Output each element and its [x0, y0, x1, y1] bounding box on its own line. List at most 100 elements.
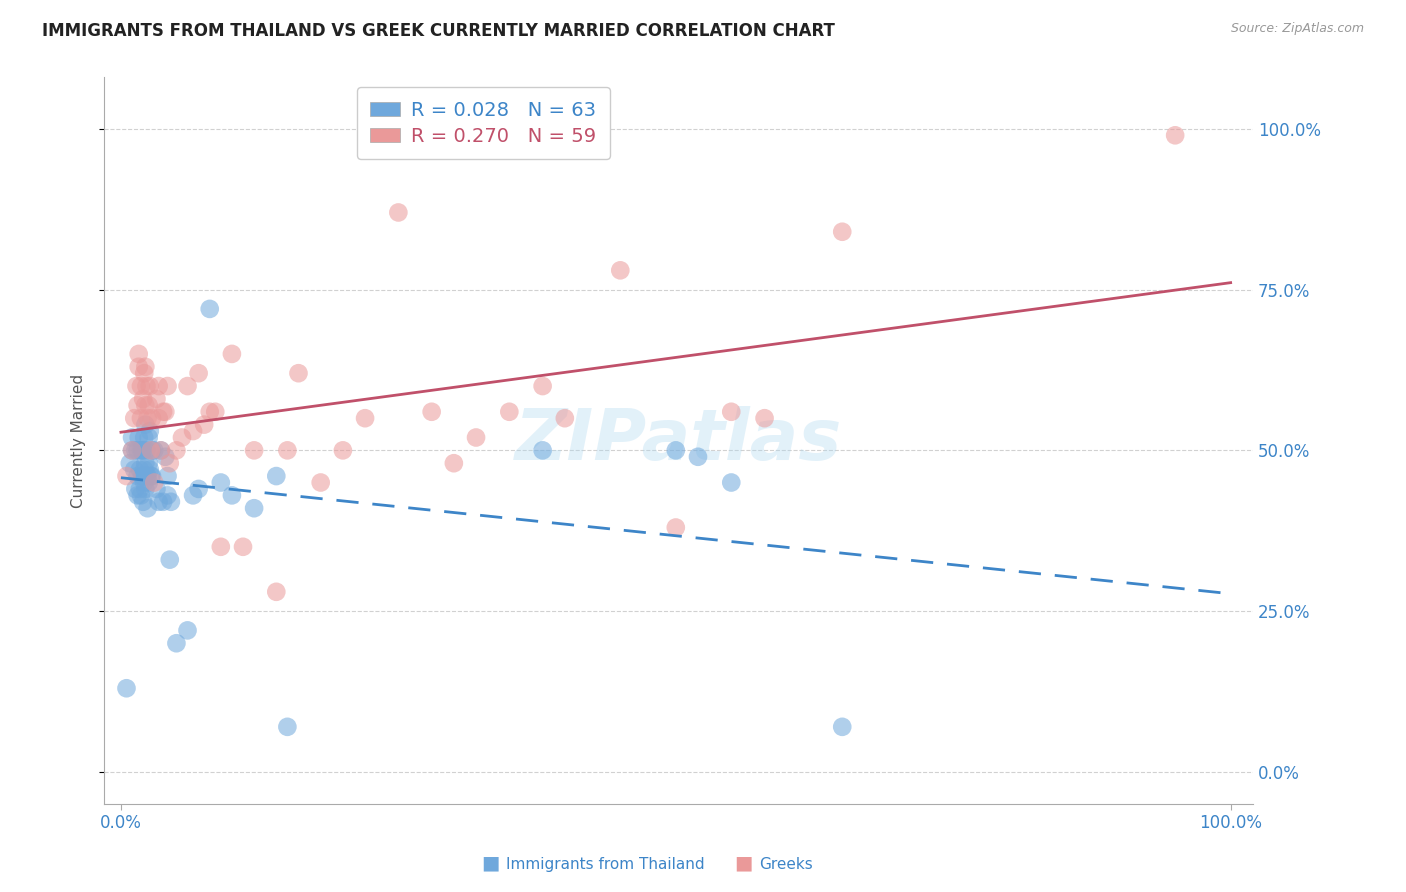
- Point: [720, 475, 742, 490]
- Point: [136, 411, 159, 425]
- Point: [124, 482, 146, 496]
- Point: [129, 379, 152, 393]
- Point: [138, 475, 160, 490]
- Point: [266, 469, 288, 483]
- Point: [209, 475, 232, 490]
- Y-axis label: Currently Married: Currently Married: [72, 374, 86, 508]
- Point: [127, 398, 149, 412]
- Point: [127, 488, 149, 502]
- Point: [129, 411, 152, 425]
- Point: [155, 450, 177, 464]
- Point: [754, 411, 776, 425]
- Text: ■: ■: [734, 854, 752, 872]
- Point: [831, 720, 853, 734]
- Point: [149, 443, 172, 458]
- Point: [124, 443, 146, 458]
- Text: ■: ■: [481, 854, 499, 872]
- Text: ZIPatlas: ZIPatlas: [515, 406, 842, 475]
- Point: [134, 359, 156, 374]
- Point: [1164, 128, 1187, 143]
- Point: [159, 456, 181, 470]
- Point: [134, 417, 156, 432]
- Point: [148, 495, 170, 509]
- Point: [145, 482, 167, 496]
- Legend: R = 0.028   N = 63, R = 0.270   N = 59: R = 0.028 N = 63, R = 0.270 N = 59: [357, 87, 610, 159]
- Point: [187, 366, 209, 380]
- Point: [176, 624, 198, 638]
- Point: [132, 469, 155, 483]
- Point: [155, 405, 177, 419]
- Point: [128, 430, 150, 444]
- Text: Source: ZipAtlas.com: Source: ZipAtlas.com: [1230, 22, 1364, 36]
- Text: Immigrants from Thailand: Immigrants from Thailand: [506, 857, 704, 872]
- Point: [131, 443, 153, 458]
- Point: [554, 411, 576, 425]
- Point: [129, 488, 152, 502]
- Point: [443, 456, 465, 470]
- Point: [141, 443, 163, 458]
- Text: Greeks: Greeks: [759, 857, 813, 872]
- Point: [332, 443, 354, 458]
- Point: [266, 584, 288, 599]
- Point: [118, 456, 141, 470]
- Point: [139, 379, 162, 393]
- Point: [498, 405, 520, 419]
- Point: [686, 450, 709, 464]
- Point: [165, 636, 187, 650]
- Point: [465, 430, 488, 444]
- Point: [134, 475, 156, 490]
- Point: [387, 205, 409, 219]
- Point: [152, 405, 174, 419]
- Point: [148, 379, 170, 393]
- Point: [122, 463, 145, 477]
- Point: [156, 488, 179, 502]
- Point: [665, 520, 688, 534]
- Point: [170, 430, 193, 444]
- Point: [187, 482, 209, 496]
- Point: [134, 463, 156, 477]
- Point: [156, 469, 179, 483]
- Point: [141, 411, 163, 425]
- Point: [132, 392, 155, 406]
- Point: [134, 430, 156, 444]
- Point: [221, 347, 243, 361]
- Point: [125, 379, 148, 393]
- Point: [127, 443, 149, 458]
- Point: [193, 417, 215, 432]
- Point: [128, 463, 150, 477]
- Point: [165, 443, 187, 458]
- Point: [159, 552, 181, 566]
- Point: [129, 443, 152, 458]
- Point: [149, 443, 172, 458]
- Point: [204, 405, 226, 419]
- Point: [531, 379, 554, 393]
- Point: [132, 495, 155, 509]
- Point: [115, 681, 138, 696]
- Point: [141, 469, 163, 483]
- Point: [287, 366, 309, 380]
- Point: [122, 411, 145, 425]
- Point: [138, 430, 160, 444]
- Point: [181, 424, 204, 438]
- Point: [128, 347, 150, 361]
- Point: [135, 443, 157, 458]
- Point: [136, 469, 159, 483]
- Point: [139, 469, 162, 483]
- Point: [115, 469, 138, 483]
- Point: [128, 359, 150, 374]
- Point: [609, 263, 631, 277]
- Point: [209, 540, 232, 554]
- Point: [134, 456, 156, 470]
- Point: [134, 482, 156, 496]
- Point: [243, 501, 266, 516]
- Point: [138, 398, 160, 412]
- Point: [148, 411, 170, 425]
- Point: [134, 366, 156, 380]
- Text: IMMIGRANTS FROM THAILAND VS GREEK CURRENTLY MARRIED CORRELATION CHART: IMMIGRANTS FROM THAILAND VS GREEK CURREN…: [42, 22, 835, 40]
- Point: [135, 379, 157, 393]
- Point: [720, 405, 742, 419]
- Point: [121, 443, 143, 458]
- Point: [198, 405, 221, 419]
- Point: [420, 405, 443, 419]
- Point: [181, 488, 204, 502]
